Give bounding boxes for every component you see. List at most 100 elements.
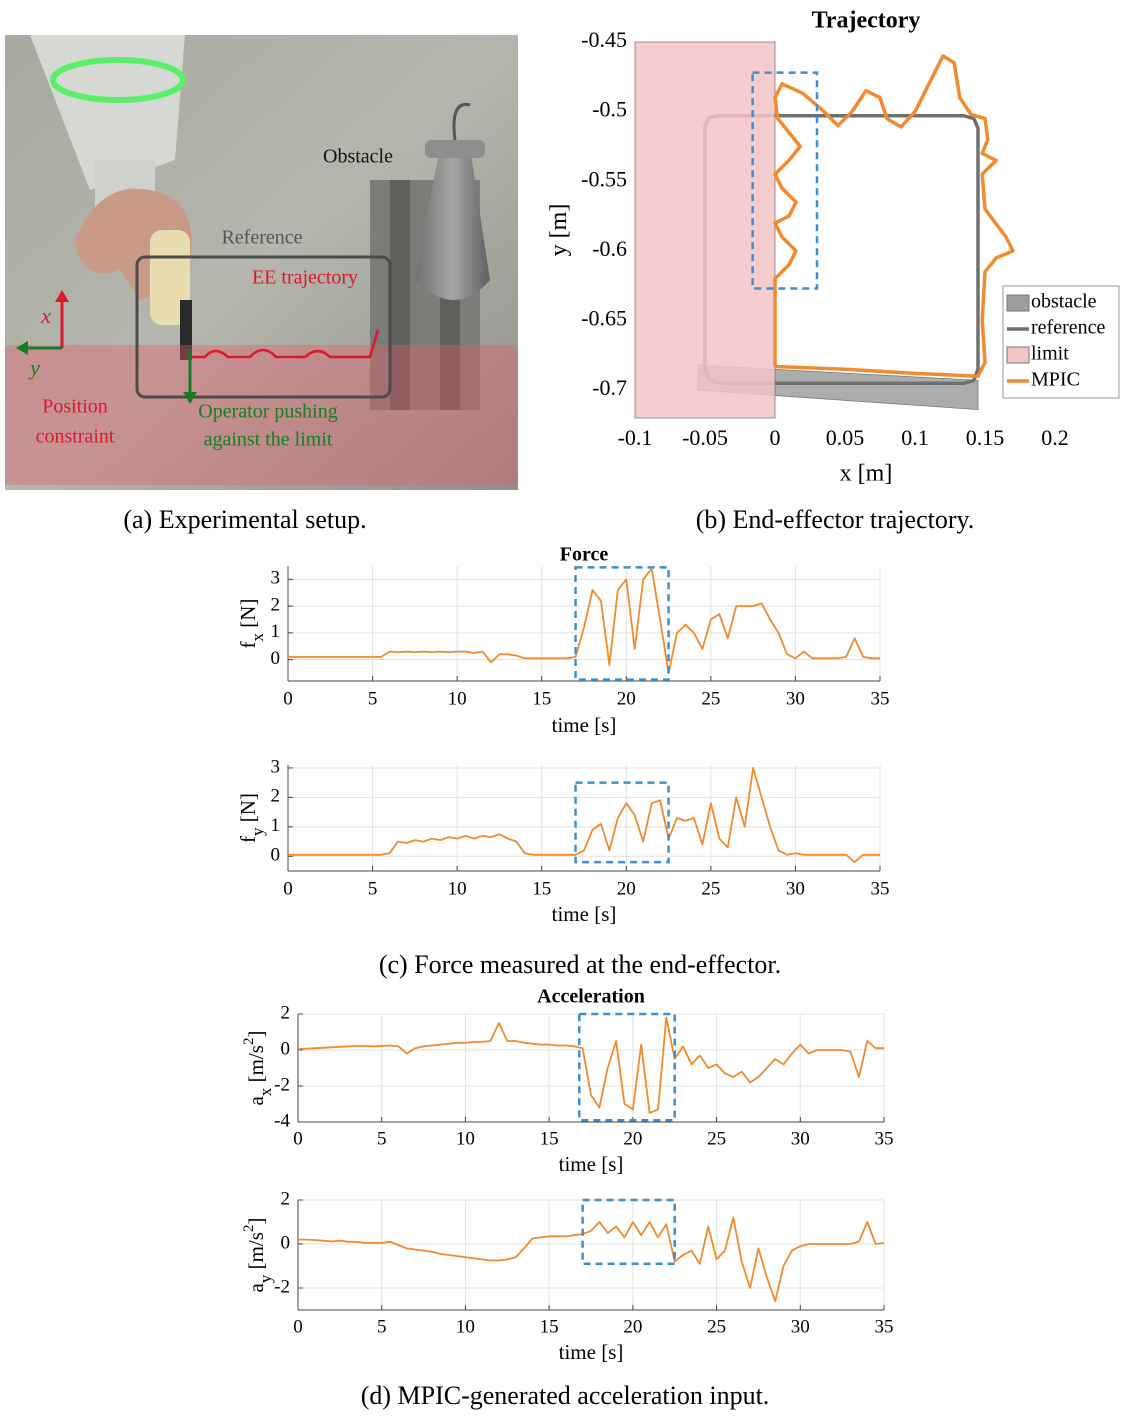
- robot-arm: [30, 35, 185, 190]
- x-tick-label: 0.15: [966, 425, 1005, 450]
- x-tick-label: 0: [293, 1128, 303, 1149]
- x-tick-label: 0: [283, 878, 293, 899]
- push-arrow-head: [183, 392, 197, 404]
- y-tick-label: -0.7: [592, 375, 627, 400]
- data-line: [298, 1216, 885, 1303]
- caption: (c) Force measured at the end-effector.: [379, 950, 781, 979]
- ee-trajectory-line: [190, 329, 380, 359]
- x-tick-label: 0: [283, 688, 293, 709]
- x-tick-label: 35: [875, 1316, 894, 1337]
- x-tick-label: 5: [368, 878, 378, 899]
- y-tick-label: -0.55: [581, 166, 627, 191]
- robot-led: [50, 57, 186, 103]
- y-axis-label: ax [m/s2]: [241, 1031, 275, 1106]
- x-tick-label: 0.1: [901, 425, 929, 450]
- legend-label: MPIC: [1031, 369, 1080, 391]
- constraint-label: Position: [42, 396, 108, 418]
- x-tick-label: 0: [293, 1316, 303, 1337]
- y-axis-label: fx [N]: [236, 599, 268, 649]
- highlight-box: [574, 781, 670, 864]
- y-tick-label: -0.5: [592, 97, 627, 122]
- x-tick-label: 15: [532, 878, 551, 899]
- x-axis-label: x [m]: [840, 461, 893, 487]
- y-axis-label: y: [28, 355, 40, 380]
- y-tick-label: 0: [281, 1232, 291, 1253]
- highlight-box: [751, 71, 819, 290]
- y-tick-label: -4: [274, 1110, 290, 1131]
- x-axis-label: time [s]: [552, 713, 617, 737]
- x-tick-label: 0.2: [1041, 425, 1069, 450]
- x-tick-label: 35: [871, 878, 890, 899]
- y-axis-label-part: y: [256, 1274, 275, 1283]
- x-tick-label: 5: [377, 1128, 387, 1149]
- ee-trajectory-label: EE trajectory: [252, 267, 358, 289]
- y-axis-arrow-head: [16, 341, 28, 355]
- x-tick-label: 30: [791, 1128, 810, 1149]
- x-tick-label: 5: [368, 688, 378, 709]
- y-axis-label-part: [N]: [236, 793, 260, 827]
- chart: 0 5 10 15 20 25 30 35 -4 -2 0 2 Acceleration time [s]…: [241, 986, 893, 1176]
- y-axis-label-part: x: [248, 632, 267, 641]
- x-axis-label: time [s]: [552, 902, 617, 926]
- y-tick-label: 3: [271, 568, 281, 589]
- x-tick-label: 5: [377, 1316, 387, 1337]
- y-tick-label: -2: [274, 1276, 290, 1297]
- data-area: [634, 41, 776, 419]
- legend: obstacle reference limit MPIC: [1002, 285, 1120, 399]
- x-tick-label: 30: [791, 1316, 810, 1337]
- x-tick-label: 20: [617, 688, 636, 709]
- obstacle-lid: [425, 140, 485, 158]
- y-axis-label-part: 2: [241, 1038, 257, 1046]
- x-tick-label: 10: [456, 1128, 475, 1149]
- x-tick-label: 20: [623, 1128, 642, 1149]
- x-tick-label: 25: [707, 1128, 726, 1149]
- legend-label: obstacle: [1031, 291, 1097, 313]
- reference-rectangle: [135, 255, 392, 399]
- y-tick-label: 0: [271, 845, 281, 866]
- legend-label: limit: [1031, 343, 1069, 365]
- obstacle-label: Obstacle: [323, 146, 393, 168]
- y-tick-label: 0: [271, 648, 281, 669]
- y-axis-label: ay [m/s2]: [241, 1218, 275, 1293]
- x-tick-label: 15: [540, 1128, 559, 1149]
- photo: Obstacle Reference EE trajectory x y Pos…: [5, 35, 518, 490]
- y-axis-label-part: 2: [241, 1225, 257, 1233]
- x-axis-arrow-head: [55, 290, 69, 302]
- highlight-box: [578, 1012, 676, 1122]
- y-tick-label: 0: [281, 1038, 291, 1059]
- chart: 0 5 10 15 20 25 30 35 0 1 2 3 Force time [s] fx [N]: [236, 544, 890, 737]
- operator-label: Operator pushing: [198, 401, 337, 423]
- x-tick-label: -0.05: [682, 425, 728, 450]
- x-axis-label: time [s]: [559, 1152, 624, 1176]
- y-axis-label-part: f: [236, 641, 260, 648]
- data-line: [297, 1016, 884, 1114]
- obstacle-object: [415, 148, 490, 300]
- x-tick-label: 30: [786, 688, 805, 709]
- x-tick-label: 30: [786, 878, 805, 899]
- caption: (b) End-effector trajectory.: [696, 505, 975, 534]
- operator-label: against the limit: [204, 429, 333, 451]
- chart: 0 5 10 15 20 25 30 35 0 1 2 3 time [s] fy [N]: [236, 756, 890, 926]
- x-tick-label: 15: [532, 688, 551, 709]
- y-axis-label-part: f: [236, 836, 260, 843]
- y-axis-label: y [m]: [546, 204, 572, 257]
- y-axis-label-part: [m/s: [244, 1045, 268, 1088]
- x-tick-label: 35: [871, 688, 890, 709]
- data-line: [288, 767, 880, 864]
- constraint-band: [5, 345, 518, 485]
- x-tick-label: 10: [448, 878, 467, 899]
- x-tick-label: 25: [701, 688, 720, 709]
- hook: [452, 102, 471, 141]
- highlight-box: [574, 566, 670, 681]
- x-axis-label: x: [40, 303, 51, 328]
- x-tick-label: 10: [456, 1316, 475, 1337]
- x-tick-label: 0: [770, 425, 781, 450]
- legend-swatch: [1006, 294, 1030, 312]
- y-axis-label-part: [N]: [236, 599, 260, 633]
- pen-tip: [180, 300, 192, 360]
- x-tick-label: 0.05: [826, 425, 865, 450]
- caption: (a) Experimental setup.: [123, 505, 366, 534]
- data-line: [288, 567, 880, 674]
